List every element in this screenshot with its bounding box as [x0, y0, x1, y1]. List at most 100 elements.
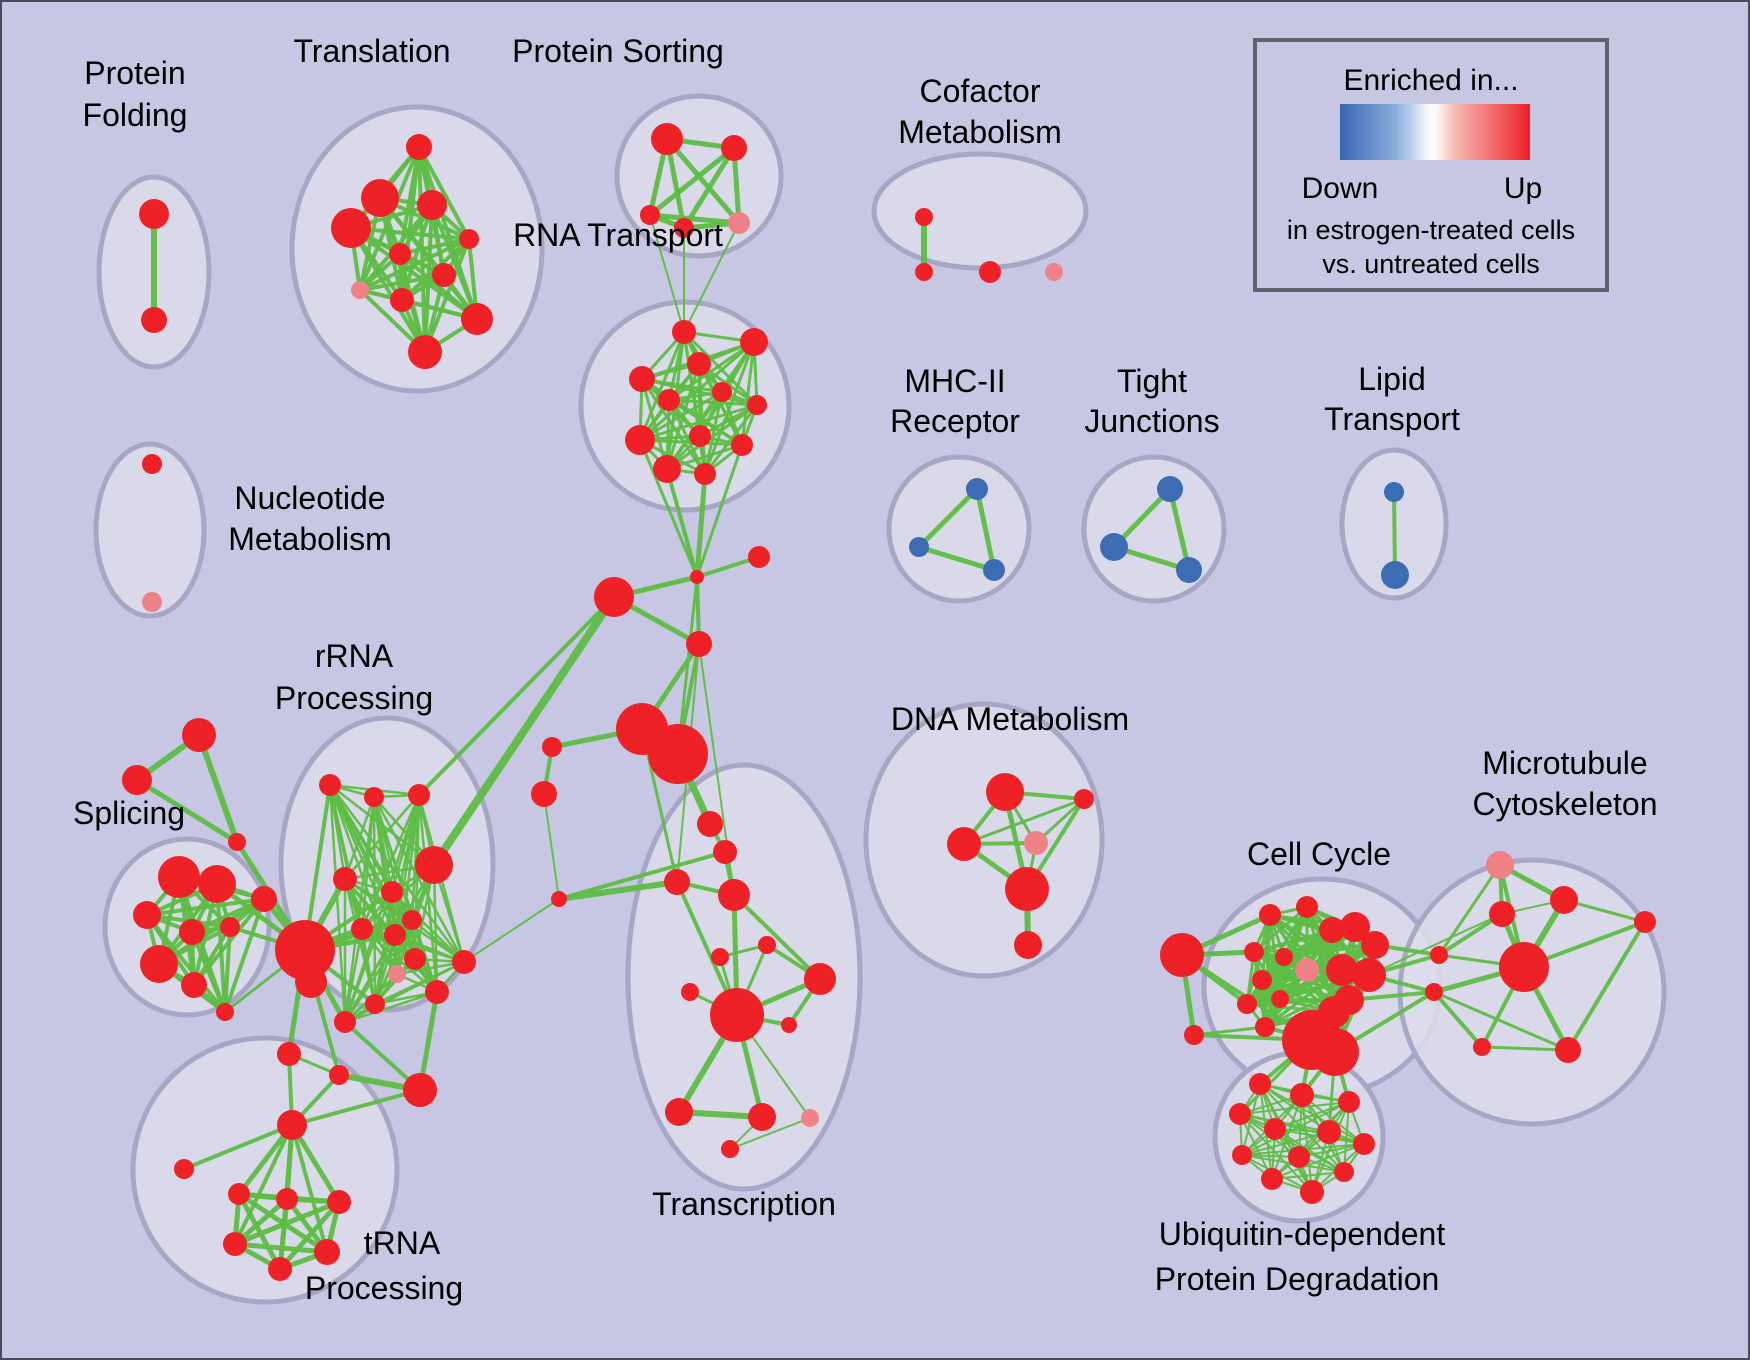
node-ub6 [1317, 1120, 1341, 1144]
edge-tn4-tn9 [233, 1123, 294, 1246]
node-mc4 [1499, 942, 1549, 992]
node-tc9 [710, 988, 764, 1042]
edge-tn4-tn5 [182, 1123, 294, 1171]
node-sp4 [179, 919, 205, 945]
node-mc3 [1489, 901, 1515, 927]
node-dm6 [1014, 931, 1042, 959]
legend-title: Enriched in... [1343, 64, 1518, 97]
cluster-transcription [625, 762, 863, 1192]
edge-rr2-rr4 [343, 795, 376, 881]
node-ub4 [1229, 1103, 1251, 1125]
node-mid1 [690, 570, 704, 584]
node-rt11 [653, 455, 681, 483]
node-rt9 [689, 425, 711, 447]
edge-rt3-rt12 [640, 377, 707, 476]
node-nm1 [142, 454, 162, 474]
node-mh2 [909, 537, 929, 557]
edge-rt1-rt7 [682, 330, 759, 407]
edge-mc6-mc7 [1480, 1045, 1570, 1052]
node-tj2 [1100, 533, 1128, 561]
node-tc12 [748, 1103, 776, 1131]
label-cell-cycle: Cell Cycle [1247, 836, 1391, 872]
node-cc8 [1295, 958, 1319, 982]
node-sp9 [216, 1003, 234, 1021]
edge-ub5-ub10 [1274, 1128, 1345, 1173]
label-mhc2-receptor-line1: MHC-II [904, 363, 1005, 399]
edge-rt11-mid1 [665, 467, 699, 579]
node-tl8 [351, 281, 369, 299]
node-mid3 [594, 577, 634, 617]
node-tn8 [327, 1190, 351, 1214]
cluster-labels-layer: Protein Folding Translation Protein Sorting… [73, 33, 1658, 1306]
node-sp2 [198, 865, 236, 903]
node-cc11 [1252, 970, 1272, 990]
node-tl2 [361, 179, 399, 217]
node-dm4 [1074, 789, 1094, 809]
node-tl5 [459, 229, 479, 249]
node-rr7 [384, 924, 406, 946]
edge-rt1-rt8 [638, 330, 686, 442]
label-tight-junctions-line1: Tight [1117, 363, 1187, 399]
node-rt8 [625, 425, 655, 455]
cluster-cofactor-metabolism [871, 151, 1089, 271]
node-ub8 [1232, 1145, 1252, 1165]
node-rr5 [381, 881, 403, 903]
node-rt10 [731, 434, 753, 456]
node-hub0 [275, 920, 335, 980]
node-rr4 [333, 867, 357, 891]
edge-rt8-rt10 [638, 438, 744, 447]
edge-tn4-tn8 [289, 1122, 342, 1205]
node-rr9 [402, 910, 422, 930]
edge-tn8-tn9 [232, 1199, 342, 1247]
node-tl1 [406, 134, 432, 160]
node-spC [228, 833, 246, 851]
label-ubiquitin-degradation-line2: Protein Degradation [1155, 1261, 1440, 1297]
edge-rr1-rr14 [328, 783, 347, 1024]
label-rrna-processing-line2: Processing [275, 680, 433, 716]
label-trna-processing-line1: tRNA [364, 1225, 441, 1261]
label-microtubule-cytoskeleton-line2: Cytoskeleton [1473, 786, 1658, 822]
node-rr6 [351, 918, 373, 940]
label-lipid-transport-line2: Transport [1324, 401, 1460, 437]
node-spB [122, 765, 152, 795]
edge-tl7-tl8 [358, 273, 446, 292]
node-cc17 [1255, 1017, 1275, 1037]
edge-spB-spC [134, 777, 240, 845]
edge-cc3-cc6 [1252, 905, 1309, 954]
node-tc5 [758, 936, 776, 954]
node-tc3 [664, 869, 690, 895]
node-cm1 [915, 208, 933, 226]
edge-rr3-rr4 [343, 793, 421, 881]
edge-mh1-mh2 [916, 486, 980, 550]
edge-sp3-sp9 [145, 913, 227, 1014]
node-rt2 [740, 328, 768, 356]
node-hubL1 [542, 737, 562, 757]
node-pf1 [139, 199, 169, 229]
edge-rr8-mid3 [430, 593, 618, 869]
edge-rt3-rt11 [640, 377, 669, 471]
edge-sp8-sp9 [223, 897, 266, 1014]
node-rt3 [629, 366, 655, 392]
label-trna-processing-line2: Processing [305, 1270, 463, 1306]
node-ub7 [1353, 1133, 1375, 1155]
cluster-nucleotide-metabolism [93, 441, 207, 619]
edge-dm2-dm4 [962, 797, 1086, 846]
label-nucleotide-metabolism-line1: Nucleotide [234, 480, 385, 516]
node-cc1 [1160, 933, 1204, 977]
node-mc6 [1555, 1037, 1581, 1063]
node-cc16 [1184, 1025, 1204, 1045]
edge-rr8-rr12 [432, 863, 439, 994]
edge-ps2-ps4 [681, 145, 737, 231]
node-tn9 [223, 1232, 247, 1256]
edge-ub3-ub11 [1271, 1101, 1350, 1180]
node-ccR1 [1430, 946, 1448, 964]
edge-sp6-sp8 [157, 897, 266, 966]
node-rr10 [404, 948, 426, 970]
edge-ps3-ps5 [647, 212, 742, 226]
node-rt1 [672, 320, 696, 344]
node-tn6 [228, 1183, 250, 1205]
legend-down-label: Down [1302, 172, 1379, 205]
legend-box [1253, 38, 1609, 292]
node-rr13 [365, 994, 385, 1014]
edge-ps2-ps3 [647, 145, 737, 218]
